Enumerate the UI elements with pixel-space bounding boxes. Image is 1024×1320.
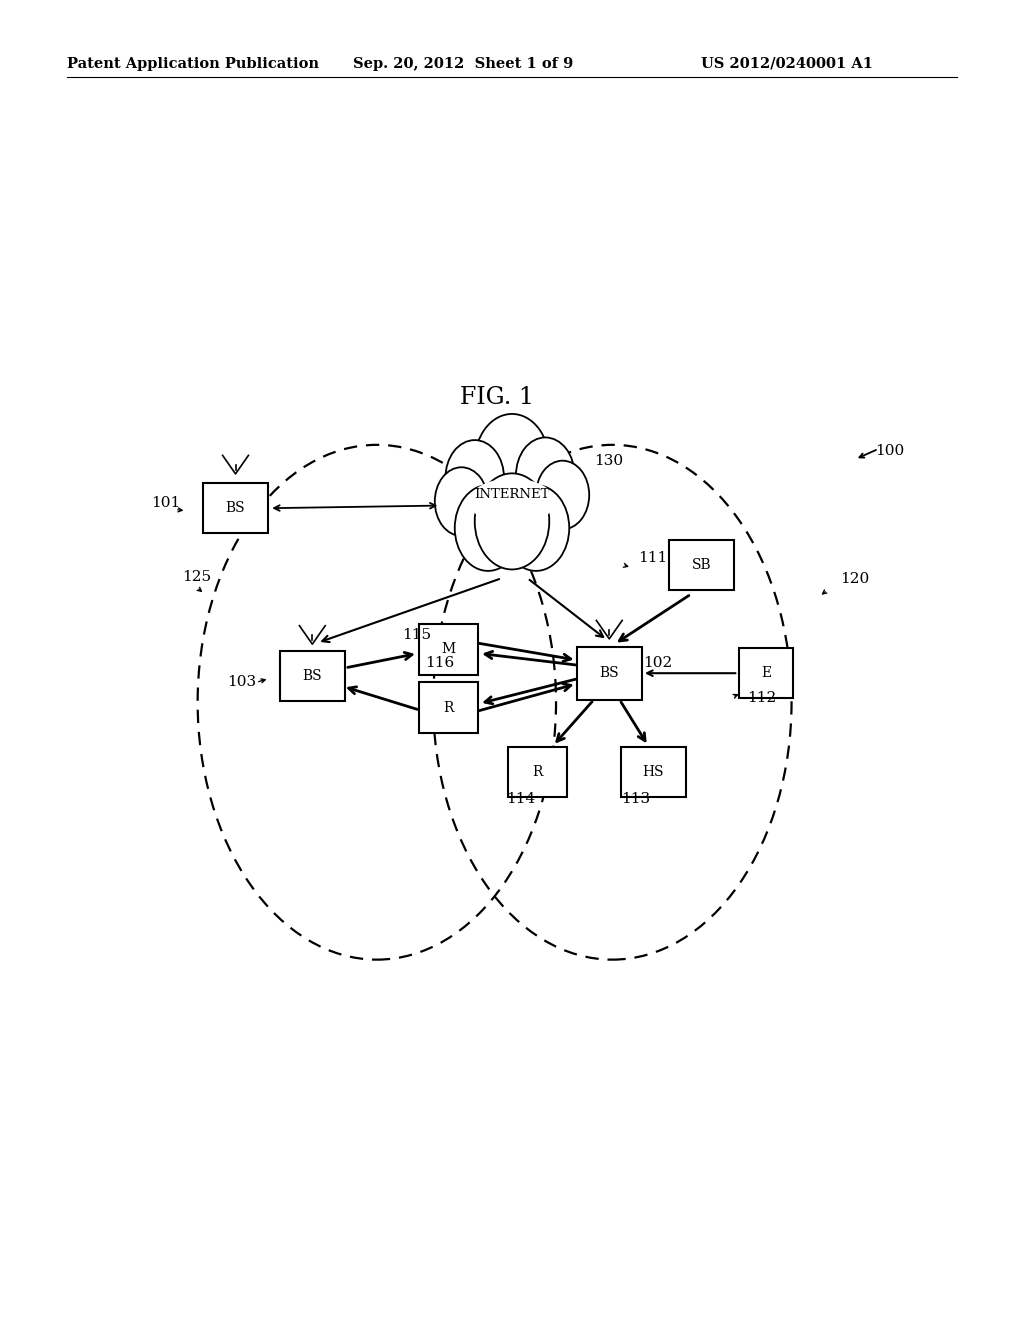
Circle shape — [516, 437, 574, 513]
Bar — [578, 647, 641, 700]
Text: 103: 103 — [227, 676, 256, 689]
Text: Patent Application Publication: Patent Application Publication — [67, 57, 318, 71]
Circle shape — [475, 474, 549, 569]
Text: 116: 116 — [425, 656, 455, 669]
Text: 125: 125 — [182, 570, 211, 583]
Text: 115: 115 — [402, 628, 431, 642]
Circle shape — [455, 486, 521, 570]
Text: 102: 102 — [643, 656, 673, 669]
Bar — [419, 682, 478, 733]
Text: US 2012/0240001 A1: US 2012/0240001 A1 — [701, 57, 873, 71]
Circle shape — [475, 414, 549, 510]
Text: FIG. 1: FIG. 1 — [460, 387, 534, 409]
Text: 111: 111 — [638, 552, 668, 565]
Circle shape — [503, 486, 569, 570]
Text: BS: BS — [225, 502, 246, 515]
Text: BS: BS — [302, 669, 323, 682]
Bar — [419, 624, 478, 675]
Text: 112: 112 — [748, 692, 777, 705]
Text: 120: 120 — [840, 573, 869, 586]
Bar — [621, 747, 686, 797]
Bar — [508, 747, 567, 797]
Text: 130: 130 — [594, 454, 623, 467]
Text: E: E — [761, 667, 771, 680]
Text: R: R — [443, 701, 454, 714]
Text: Sep. 20, 2012  Sheet 1 of 9: Sep. 20, 2012 Sheet 1 of 9 — [353, 57, 573, 71]
Text: 113: 113 — [622, 792, 650, 805]
Bar — [670, 540, 734, 590]
Circle shape — [536, 461, 589, 529]
Circle shape — [445, 440, 504, 516]
Text: M: M — [441, 643, 456, 656]
Text: HS: HS — [643, 766, 664, 779]
Ellipse shape — [469, 479, 555, 525]
Text: INTERNET: INTERNET — [474, 488, 550, 502]
Circle shape — [435, 467, 488, 536]
Text: 114: 114 — [506, 792, 536, 805]
Text: 101: 101 — [152, 496, 181, 510]
Bar — [280, 651, 344, 701]
Text: BS: BS — [599, 667, 620, 680]
Bar — [739, 648, 793, 698]
Text: R: R — [532, 766, 543, 779]
Bar — [203, 483, 268, 533]
Text: 100: 100 — [876, 444, 905, 458]
Text: SB: SB — [691, 558, 712, 572]
